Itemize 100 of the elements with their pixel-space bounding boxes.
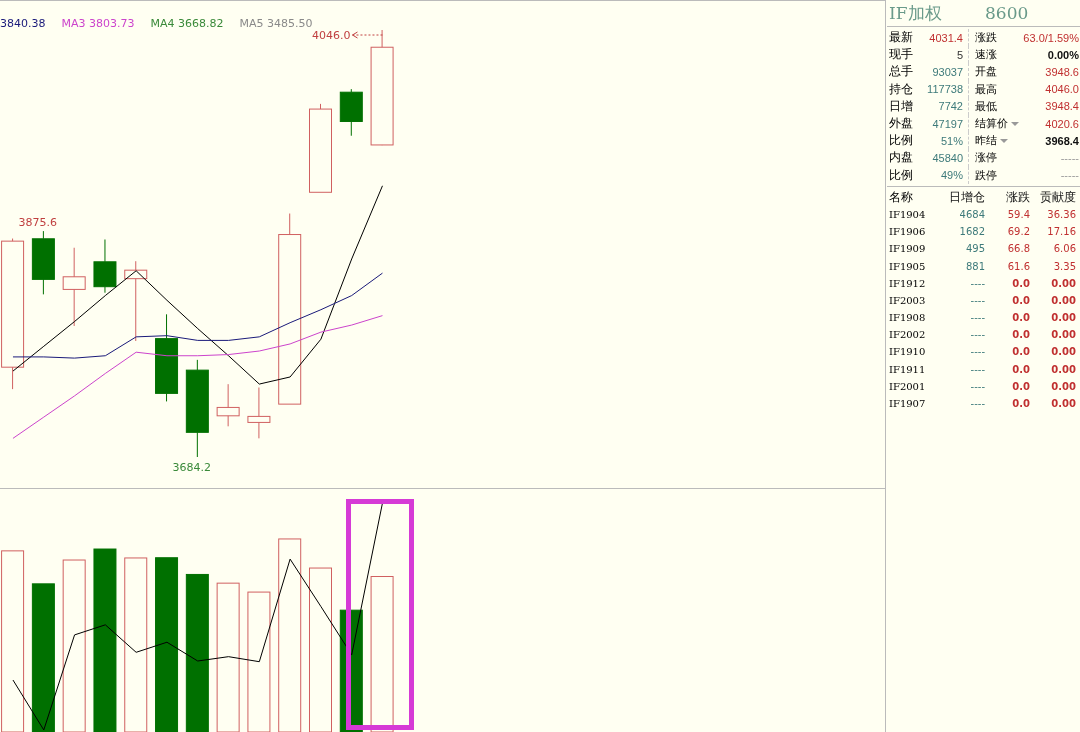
- text: IF1911: [888, 363, 927, 375]
- text: 4020.6: [1044, 117, 1079, 130]
- text: 开盘: [975, 64, 998, 80]
- annotation: 3875.6: [18, 216, 58, 230]
- text: 881: [964, 260, 985, 272]
- text: 贡献度: [1039, 188, 1076, 206]
- text: 45840: [931, 151, 963, 164]
- text: 内盘: [888, 149, 914, 167]
- legend-label: MA5 3485.50: [239, 17, 313, 30]
- text: 6.06: [1052, 243, 1076, 255]
- text: 5: [955, 48, 963, 61]
- bar: [185, 573, 209, 732]
- text: 涨跌: [975, 30, 998, 46]
- candlestick: [247, 386, 271, 439]
- bar: [278, 538, 302, 732]
- text: IF2003: [888, 294, 927, 306]
- bar: [124, 557, 148, 732]
- candlestick: [62, 247, 86, 327]
- text: IF1907: [888, 398, 927, 410]
- bar: [216, 582, 240, 732]
- text: 63.0/1.59%: [1022, 31, 1079, 44]
- text: 0.00: [1050, 363, 1076, 375]
- text: 0.00: [1050, 398, 1076, 410]
- text: 4684: [958, 208, 985, 220]
- text: 8600: [985, 3, 1029, 23]
- text: 49%: [939, 169, 963, 182]
- text: 59.4: [1006, 208, 1030, 220]
- text: 速涨: [975, 47, 998, 63]
- candlestick: [93, 238, 117, 294]
- text: IF2002: [888, 329, 927, 341]
- text: 总手: [888, 63, 914, 81]
- text: 47197: [931, 117, 963, 130]
- text: IF1904: [888, 208, 927, 220]
- text: 66.8: [1006, 243, 1030, 255]
- text: 3.35: [1052, 260, 1076, 272]
- text: 结算价: [975, 116, 1009, 132]
- bar: [1, 550, 25, 732]
- text: 最高: [975, 81, 998, 97]
- text: 0.00: [1050, 312, 1076, 324]
- text: 61.6: [1006, 260, 1030, 272]
- text: 0.0: [1011, 294, 1030, 306]
- text: ----: [969, 346, 985, 358]
- bar: [62, 559, 86, 732]
- candlestick: [124, 260, 148, 342]
- text: 0.0: [1011, 346, 1030, 358]
- text: 比例: [888, 166, 914, 184]
- text: 4046.0: [1044, 83, 1079, 96]
- text: IF1908: [888, 312, 927, 324]
- text: 昨结: [975, 133, 998, 149]
- text: 0.00: [1050, 380, 1076, 392]
- text: IF1909: [888, 243, 927, 255]
- text: 比例: [888, 132, 914, 150]
- text: 0.00: [1050, 294, 1076, 306]
- text: 36.36: [1046, 208, 1076, 220]
- text: -----: [1059, 169, 1079, 182]
- text: 最低: [975, 98, 998, 114]
- bar: [370, 576, 394, 732]
- text: 0.0: [1011, 277, 1030, 289]
- annotation: 4046.0: [311, 29, 351, 42]
- bar: [155, 557, 179, 732]
- text: ----: [969, 363, 985, 375]
- text: 4031.4: [928, 31, 963, 44]
- bar: [93, 548, 117, 732]
- text: 69.2: [1006, 226, 1030, 238]
- text: 0.0: [1011, 312, 1030, 324]
- text: 现手: [888, 46, 914, 64]
- candlestick: [185, 359, 209, 457]
- text: 名称: [888, 188, 914, 206]
- text: IF2001: [888, 380, 927, 392]
- candlestick: [339, 88, 363, 137]
- text: ----: [969, 398, 985, 410]
- text: 外盘: [888, 115, 914, 133]
- text: 0.0: [1011, 398, 1030, 410]
- text: IF1910: [888, 346, 927, 358]
- text: IF1906: [888, 226, 927, 238]
- text: 51%: [939, 134, 963, 147]
- text: 495: [964, 243, 985, 255]
- text: 0.0: [1011, 380, 1030, 392]
- text: -----: [1059, 151, 1079, 164]
- text: 0.00: [1050, 277, 1076, 289]
- text: 17.16: [1046, 226, 1076, 238]
- text: IF1912: [888, 277, 927, 289]
- text: 跌停: [975, 167, 998, 183]
- text: 日增仓: [948, 188, 985, 206]
- text: 最新: [888, 29, 914, 47]
- text: ----: [969, 294, 985, 306]
- text: 3948.6: [1044, 65, 1079, 78]
- candlestick: [216, 383, 240, 427]
- text: 0.00%: [1046, 48, 1079, 61]
- legend-label: MA4 3668.82: [150, 17, 224, 30]
- text: 涨跌: [1005, 188, 1030, 206]
- text: IF加权: [889, 1, 943, 25]
- text: 0.0: [1011, 329, 1030, 341]
- text: 0.00: [1050, 346, 1076, 358]
- text: 0.0: [1011, 363, 1030, 375]
- text: 3948.4: [1044, 100, 1079, 113]
- text: ----: [969, 380, 985, 392]
- text: 日增: [888, 97, 914, 115]
- text: 3840.38: [0, 17, 46, 30]
- text: 117738: [926, 83, 963, 96]
